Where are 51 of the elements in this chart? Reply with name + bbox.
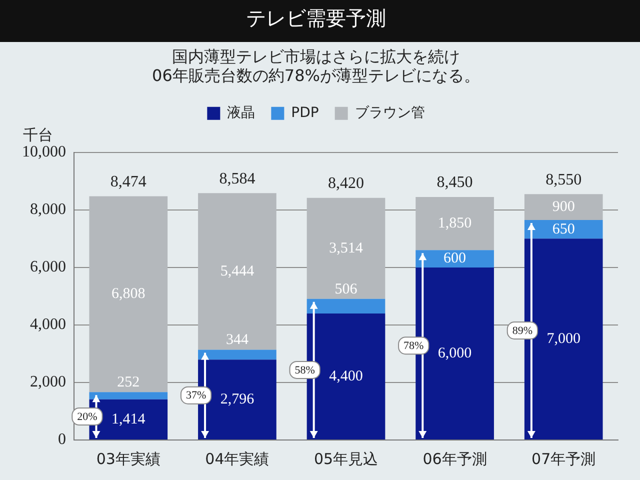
data-label: 6,000	[438, 345, 472, 362]
bar	[306, 198, 386, 299]
data-label: 650	[552, 221, 575, 238]
annotation: 89%	[512, 324, 533, 337]
chart-subtitle: 国内薄型テレビ市場はさらに拡大を続け 06年販売台数の約78%が薄型テレビになる。	[152, 46, 480, 85]
annotation: 78%	[404, 340, 424, 352]
bar	[89, 196, 168, 392]
data-label: 2,796	[220, 391, 255, 408]
data-label: 344	[226, 332, 249, 348]
legend-label: PDP	[291, 105, 319, 122]
annotation: 37%	[186, 390, 206, 402]
bar	[198, 350, 276, 360]
x-tick-label: 04年実績	[205, 450, 270, 468]
x-tick-label: 03年実績	[96, 450, 160, 468]
y-tick-label: 0	[58, 431, 66, 448]
data-label: 600	[444, 250, 466, 267]
total-label: 8,450	[436, 174, 473, 192]
bar	[524, 194, 603, 220]
annotation: 58%	[294, 364, 315, 376]
data-label: 900	[552, 198, 575, 215]
x-tick-label: 07年予測	[532, 450, 596, 468]
chart-title: テレビ需要予測	[246, 6, 386, 30]
bar	[416, 196, 494, 250]
data-label: 3,514	[329, 240, 364, 256]
bar	[306, 298, 386, 314]
data-label: 1,414	[112, 411, 146, 428]
y-tick-label: 8,000	[30, 201, 66, 218]
y-tick-label: 2,000	[30, 374, 66, 391]
data-label: 252	[117, 374, 140, 391]
data-label: 5,444	[220, 263, 255, 280]
legend-label: ブラウン管	[354, 105, 425, 122]
data-label: 1,850	[438, 216, 472, 232]
y-tick-label: 4,000	[30, 316, 66, 334]
y-tick-label: 6,000	[30, 258, 66, 276]
bar	[198, 193, 276, 350]
data-label: 506	[334, 281, 358, 298]
data-label: 7,000	[546, 331, 580, 348]
total-label: 8,420	[328, 175, 364, 192]
total-label: 8,474	[110, 173, 146, 190]
total-label: 8,584	[219, 170, 256, 188]
data-label: 6,808	[112, 286, 146, 302]
y-tick-label: 10,000	[22, 144, 66, 161]
x-tick-label: 05年見込	[314, 450, 378, 468]
data-label: 4,400	[329, 368, 363, 384]
annotation: 20%	[77, 410, 98, 423]
y-axis-title: 千台	[23, 126, 53, 144]
bar	[416, 250, 494, 268]
legend-label: 液晶	[227, 105, 256, 122]
total-label: 8,550	[546, 171, 582, 188]
bar	[524, 220, 603, 239]
x-tick-label: 06年予測	[422, 450, 487, 468]
